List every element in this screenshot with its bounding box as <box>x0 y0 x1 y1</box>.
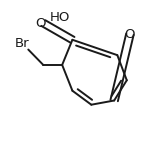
Text: HO: HO <box>50 11 70 24</box>
Text: O: O <box>36 16 46 29</box>
Text: Br: Br <box>15 38 29 50</box>
Text: O: O <box>125 28 135 41</box>
